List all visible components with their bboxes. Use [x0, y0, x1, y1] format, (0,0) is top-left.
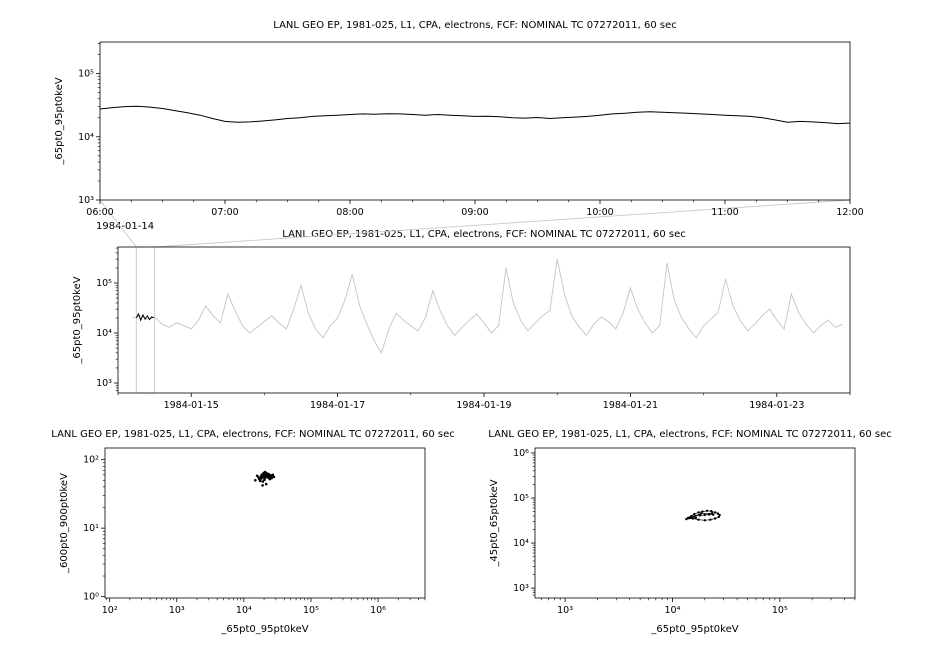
x-tick-label: 10⁵: [303, 605, 319, 616]
panel4-axes: [531, 447, 856, 602]
panel3-xlabel: _65pt0_95pt0keV: [220, 624, 308, 635]
series-zoom-interval-flux: [135, 312, 155, 322]
panel2-axes: [114, 246, 851, 397]
y-tick-label: 10³: [513, 583, 529, 594]
panel2-tick-labels: 1984-01-15 1984-01-17 1984-01-19 1984-01-21…: [96, 278, 804, 411]
panel3-frame: [104, 447, 426, 599]
y-tick-label: 10⁴: [78, 132, 94, 143]
x-tick-label: 10⁶: [370, 605, 386, 616]
y-tick-label: 10⁰: [83, 592, 99, 603]
panel1-axes: [96, 41, 851, 204]
x-tick-label: 1984-01-19: [456, 400, 511, 411]
y-tick-label: 10³: [96, 378, 112, 389]
x-tick-label: 10⁴: [236, 605, 252, 616]
x-tick-label: 1984-01-21: [603, 400, 658, 411]
panel2-plot-area[interactable]: [132, 259, 843, 355]
x-tick-label: 08:00: [336, 207, 363, 218]
panel2-ylabel: _65pt0_95pt0keV: [72, 276, 83, 364]
y-tick-label: 10⁴: [513, 538, 529, 549]
panel2-title: LANL GEO EP, 1981-025, L1, CPA, electron…: [282, 229, 685, 240]
panel4-plot-area[interactable]: [685, 509, 721, 522]
x-tick-label: 12:00: [836, 207, 863, 218]
x-tick-label: 06:00: [86, 207, 113, 218]
x-tick-label: 1984-01-15: [164, 400, 219, 411]
panel3-ylabel: _600pt0_900pt0keV: [59, 473, 70, 574]
panel3-plot-area[interactable]: [254, 470, 276, 487]
x-tick-label: 10³: [169, 605, 185, 616]
y-tick-label: 10⁵: [96, 278, 112, 289]
y-tick-label: 10⁵: [78, 69, 94, 80]
panel1-title: LANL GEO EP, 1981-025, L1, CPA, electron…: [273, 20, 676, 31]
x-tick-label: 07:00: [211, 207, 238, 218]
x-tick-label: 1984-01-23: [749, 400, 804, 411]
y-tick-label: 10¹: [83, 523, 99, 534]
panel4-title: LANL GEO EP, 1981-025, L1, CPA, electron…: [488, 429, 891, 440]
x-tick-label: 10²: [102, 605, 118, 616]
panel4-frame: [534, 447, 856, 599]
x-tick-label: 10⁵: [772, 605, 788, 616]
x-tick-label: 10⁴: [664, 605, 680, 616]
series-electron-flux-65-95-keV: [99, 105, 851, 125]
y-tick-label: 10⁴: [96, 328, 112, 339]
panel4-ylabel: _45pt0_65pt0keV: [489, 479, 500, 567]
panel4-tick-labels: 10³ 10⁴ 10⁵ 10³ 10⁴ 10⁵ 10⁶: [513, 448, 788, 616]
scatter-points: [685, 509, 721, 522]
scatter-points: [254, 470, 276, 487]
panel1-ylabel: _65pt0_95pt0keV: [54, 77, 65, 165]
x-tick-label: 10:00: [586, 207, 613, 218]
panel3-tick-labels: 10² 10³ 10⁴ 10⁵ 10⁶ 10⁰ 10¹ 10²: [83, 455, 386, 616]
panel1-plot-area[interactable]: [99, 105, 851, 125]
zoom-region-box[interactable]: [135, 246, 156, 394]
y-tick-label: 10⁵: [513, 493, 529, 504]
panel1-start-date-label: 1984-01-14: [96, 221, 154, 232]
panel1-tick-labels: 06:00 07:00 08:00 09:00 10:00 11:00 12:00 10³ 10…: [78, 69, 864, 218]
x-tick-label: 09:00: [461, 207, 488, 218]
series-context-flux: [132, 259, 843, 355]
panel4-xlabel: _65pt0_95pt0keV: [650, 624, 738, 635]
y-tick-label: 10⁶: [513, 448, 529, 459]
panel3-title: LANL GEO EP, 1981-025, L1, CPA, electron…: [51, 429, 454, 440]
x-tick-label: 11:00: [711, 207, 738, 218]
x-tick-label: 1984-01-17: [310, 400, 365, 411]
panel1-frame: [99, 41, 851, 201]
panel3-axes: [101, 447, 426, 602]
x-tick-label: 10³: [557, 605, 573, 616]
y-tick-label: 10³: [78, 195, 94, 206]
y-tick-label: 10²: [83, 455, 99, 466]
